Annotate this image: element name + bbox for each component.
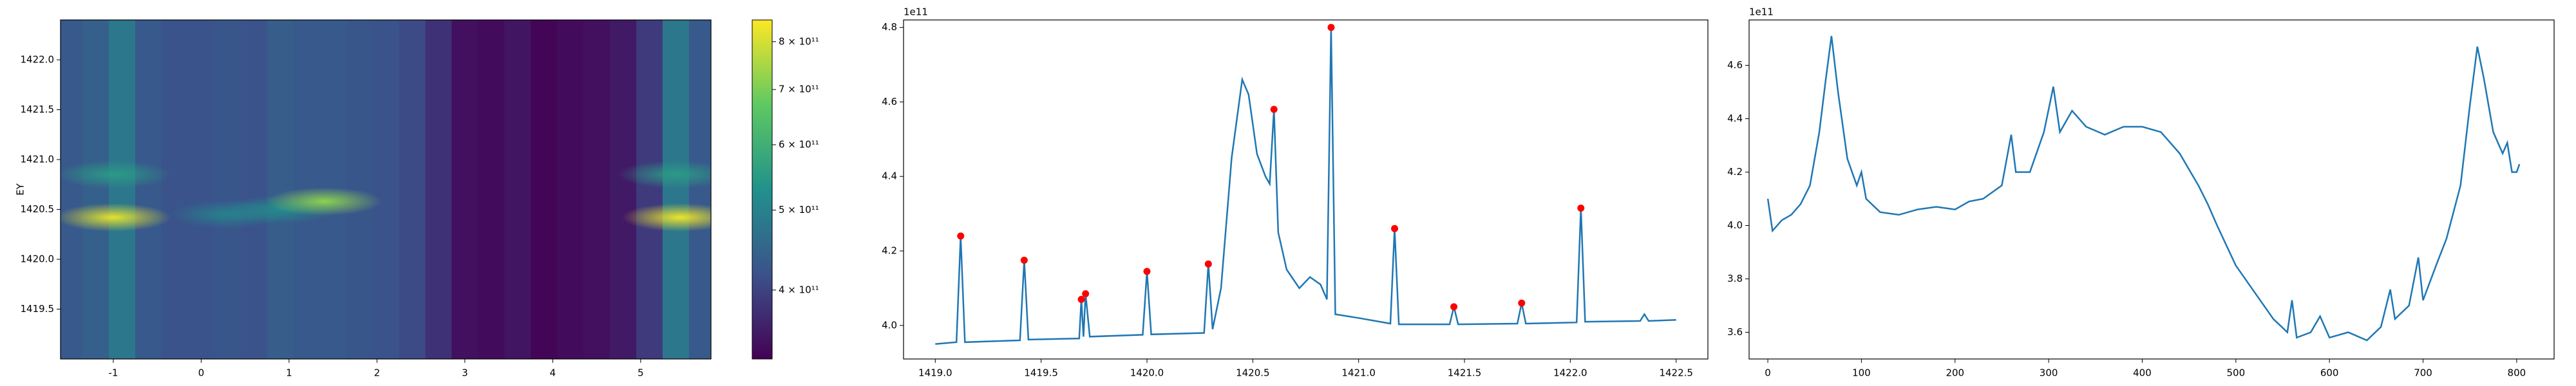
heatmap-column xyxy=(161,20,189,359)
x-tick-label: 2 xyxy=(374,367,381,379)
heatmap-column xyxy=(451,20,478,359)
x-tick-label: 1419.0 xyxy=(918,367,952,379)
y-tick-label: 4.6 xyxy=(1727,59,1743,71)
heatmap-column xyxy=(82,20,109,359)
x-tick-label: 600 xyxy=(2320,367,2339,379)
y-offset-label: 1e11 xyxy=(1749,6,1774,18)
y-tick-label: 1421.5 xyxy=(21,104,55,115)
y-tick-label: 4.6 xyxy=(882,96,897,107)
heatmap-column xyxy=(504,20,531,359)
peak-marker xyxy=(1077,295,1085,303)
line xyxy=(935,27,1676,345)
x-tick-label: 1 xyxy=(286,367,292,379)
x-tick-label: 1421.0 xyxy=(1341,367,1376,379)
x-tick-label: -1 xyxy=(108,367,118,379)
peak-marker xyxy=(1204,260,1212,268)
heatmap-column xyxy=(214,20,242,359)
hotspot xyxy=(622,203,711,232)
colorbar-tick-label: 4 × 10¹¹ xyxy=(779,284,819,295)
y-tick-label: 4.0 xyxy=(882,319,897,331)
y-tick-label: 4.8 xyxy=(882,21,897,33)
heatmap xyxy=(61,20,711,359)
peak-marker xyxy=(957,232,965,240)
y-tick-label: 3.8 xyxy=(1727,273,1743,284)
heatmap-column xyxy=(187,20,215,359)
heatmap-column xyxy=(240,20,268,359)
y-tick-label: 4.2 xyxy=(882,245,897,257)
line xyxy=(1766,35,2521,342)
heatmap-column xyxy=(688,20,711,359)
heatmap-column xyxy=(109,20,136,359)
axes-frame xyxy=(1748,19,2555,360)
x-tick-label: 300 xyxy=(2040,367,2058,379)
x-tick-label: 0 xyxy=(198,367,205,379)
heatmap-column xyxy=(372,20,399,359)
heatmap-column xyxy=(583,20,611,359)
x-tick-label: 4 xyxy=(550,367,556,379)
hotspot xyxy=(266,187,383,216)
y-tick-label: 4.2 xyxy=(1727,166,1743,178)
peak-marker xyxy=(1270,106,1278,113)
x-tick-label: 700 xyxy=(2414,367,2432,379)
x-tick-label: 1420.0 xyxy=(1130,367,1164,379)
peak-marker xyxy=(1391,225,1399,232)
heatmap-column xyxy=(610,20,637,359)
heatmap-column xyxy=(478,20,505,359)
hotspot xyxy=(61,160,171,189)
peak-marker xyxy=(1327,24,1335,32)
y-tick-label: 3.6 xyxy=(1727,326,1743,338)
colorbar xyxy=(752,19,773,360)
x-tick-label: 1421.5 xyxy=(1448,367,1482,379)
heatmap-column xyxy=(531,20,558,359)
y-tick-label: 1422.0 xyxy=(21,54,55,66)
colorbar-tick-label: 6 × 10¹¹ xyxy=(779,139,819,151)
heatmap-column xyxy=(267,20,294,359)
x-tick-label: 1420.5 xyxy=(1236,367,1270,379)
peak-marker xyxy=(1082,290,1090,298)
x-tick-label: 0 xyxy=(1765,367,1771,379)
x-tick-label: 5 xyxy=(638,367,644,379)
x-tick-label: 400 xyxy=(2133,367,2152,379)
y-tick-label: 1419.5 xyxy=(21,303,55,315)
heatmap-column xyxy=(425,20,452,359)
peak-marker xyxy=(1143,268,1151,275)
heatmap-column xyxy=(557,20,584,359)
x-tick-label: 1419.5 xyxy=(1024,367,1058,379)
hotspot xyxy=(61,203,171,232)
x-tick-label: 500 xyxy=(2226,367,2245,379)
y-offset-label: 1e11 xyxy=(904,6,928,18)
x-tick-label: 1422.0 xyxy=(1553,367,1587,379)
hotspot xyxy=(618,160,711,189)
heatmap-column xyxy=(636,20,663,359)
peak-marker xyxy=(1020,257,1028,264)
axes-frame xyxy=(60,19,712,360)
colorbar-tick-label: 8 × 10¹¹ xyxy=(779,35,819,47)
y-tick-label: 1420.5 xyxy=(21,203,55,215)
heatmap-column xyxy=(135,20,162,359)
y-tick-label: 1421.0 xyxy=(21,154,55,165)
colorbar-tick-label: 7 × 10¹¹ xyxy=(779,84,819,95)
peak-marker xyxy=(1518,299,1526,307)
y-axis-label: EY xyxy=(15,183,26,195)
x-tick-label: 800 xyxy=(2508,367,2526,379)
y-tick-label: 1420.0 xyxy=(21,253,55,265)
x-tick-label: 200 xyxy=(1946,367,1964,379)
x-tick-label: 100 xyxy=(1852,367,1871,379)
colorbar-tick-label: 5 × 10¹¹ xyxy=(779,204,819,216)
peak-marker xyxy=(1577,204,1585,212)
heatmap-column xyxy=(61,20,83,359)
peak-marker xyxy=(1450,303,1458,311)
axes-frame xyxy=(903,19,1709,360)
heatmap-column xyxy=(399,20,426,359)
y-tick-label: 4.4 xyxy=(882,170,897,182)
x-tick-label: 3 xyxy=(462,367,468,379)
x-tick-label: 1422.5 xyxy=(1659,367,1693,379)
heatmap-column xyxy=(662,20,690,359)
y-tick-label: 4.0 xyxy=(1727,219,1743,231)
y-tick-label: 4.4 xyxy=(1727,113,1743,124)
